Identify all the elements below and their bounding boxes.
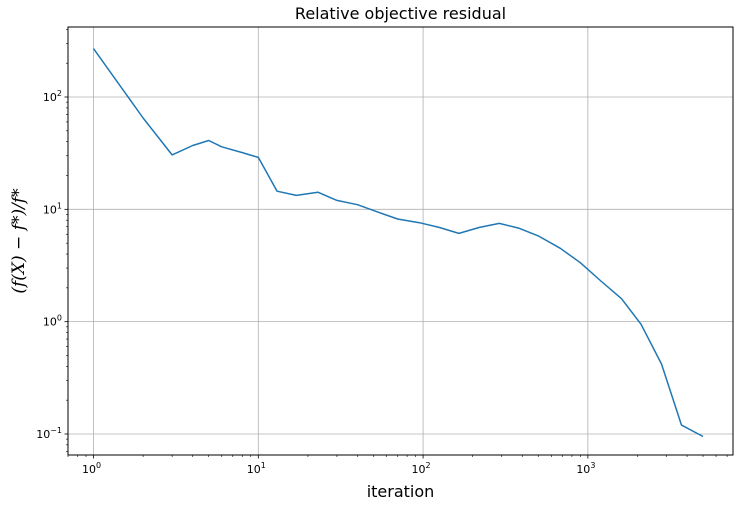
x-axis-label: iteration (367, 482, 435, 501)
series (92, 48, 704, 438)
plot-frame (67, 26, 734, 456)
y-tick-label: 10−1 (36, 426, 62, 441)
x-tick-label: 102 (412, 461, 431, 476)
y-tick-label: 100 (43, 314, 62, 329)
y-tick-label: 102 (43, 89, 62, 104)
x-tick-label: 103 (576, 461, 595, 476)
y-tick-label: 101 (43, 201, 62, 216)
series-line (92, 48, 704, 438)
chart-title: Relative objective residual (295, 4, 506, 23)
x-tick-label: 101 (247, 461, 266, 476)
x-tick-label: 100 (82, 461, 101, 476)
y-axis-label: (f(X) − f*)/f* (9, 188, 29, 294)
ticks: 100 101 102 103 10−1 100 101 102 (36, 29, 728, 476)
grid (68, 27, 733, 455)
